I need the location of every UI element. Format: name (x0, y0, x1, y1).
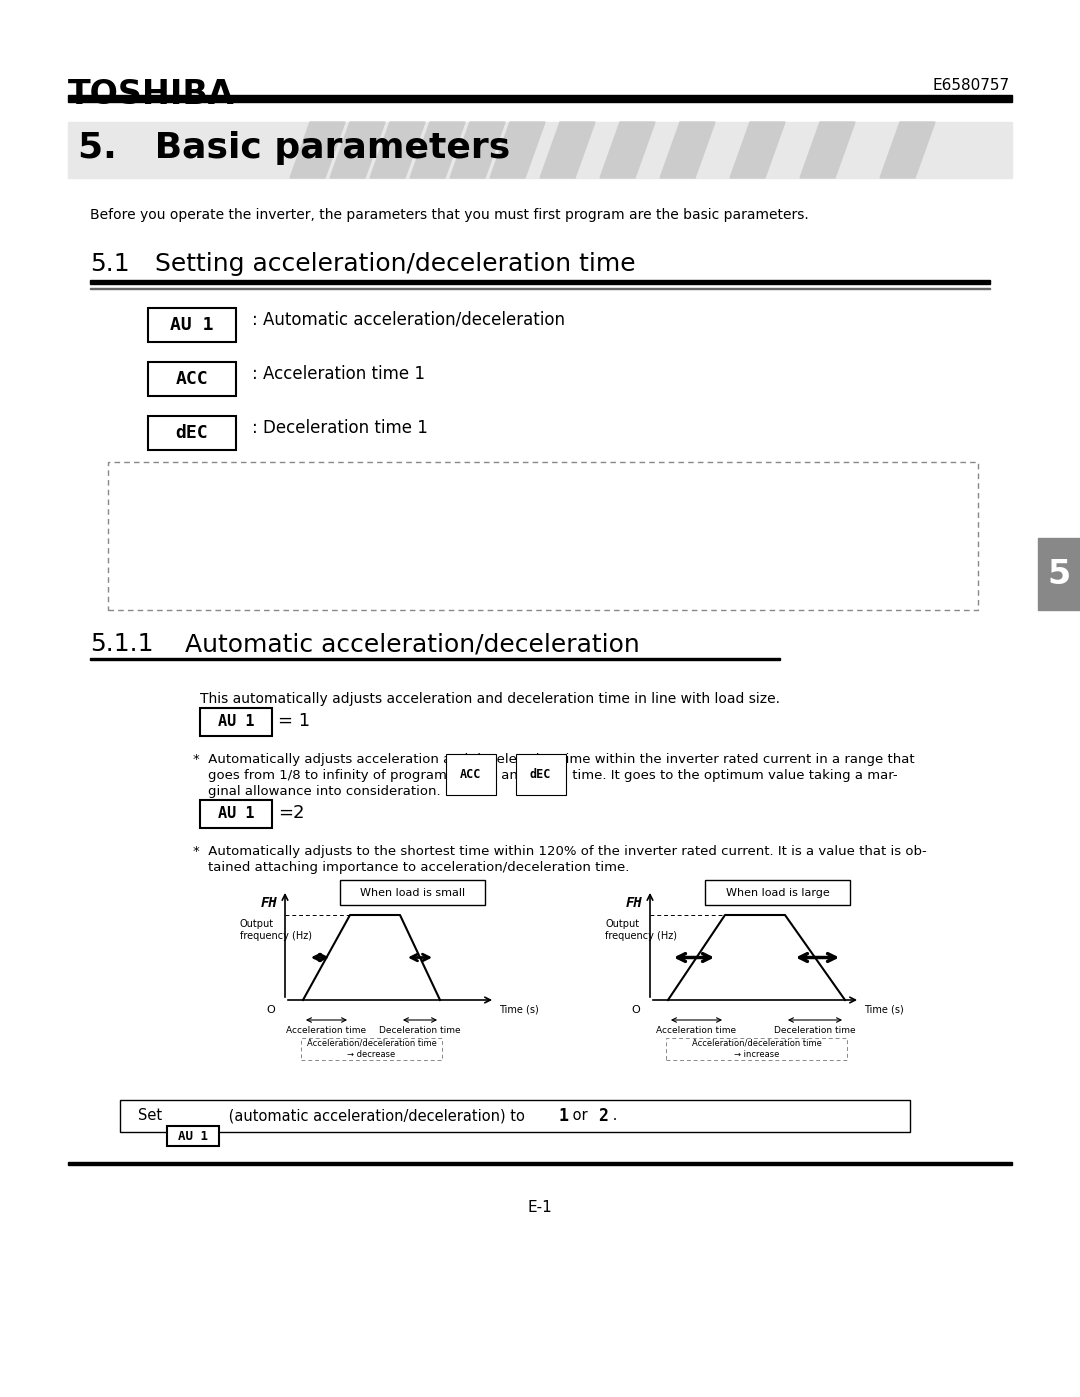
Bar (666, 1038, 847, 1060)
Text: Output
frequency (Hz): Output frequency (Hz) (240, 919, 312, 940)
Text: Setting acceleration/deceleration time: Setting acceleration/deceleration time (156, 251, 636, 277)
Text: Time (s): Time (s) (864, 1004, 904, 1016)
Text: This automatically adjusts acceleration and deceleration time in line with load : This automatically adjusts acceleration … (200, 692, 780, 705)
Text: 5.   Basic parameters: 5. Basic parameters (78, 131, 510, 165)
Text: dEC: dEC (176, 425, 208, 441)
Text: Acceleration time: Acceleration time (286, 1025, 366, 1035)
Polygon shape (410, 122, 465, 177)
Text: goes from 1/8 to infinity of programmed: goes from 1/8 to infinity of programmed (208, 768, 481, 782)
Bar (90, 658, 780, 659)
Bar (301, 1038, 442, 1060)
Text: O: O (631, 1004, 640, 1016)
Text: 0Hz to maximum frequency: 0Hz to maximum frequency (148, 514, 372, 527)
Text: TOSHIBA: TOSHIBA (68, 78, 234, 110)
Polygon shape (660, 122, 715, 177)
Text: dEC: dEC (352, 532, 374, 545)
Bar (90, 279, 990, 284)
Text: Acceleration time: Acceleration time (657, 1025, 737, 1035)
Text: ACC: ACC (460, 768, 482, 781)
Text: 2: 2 (598, 1106, 608, 1125)
Text: Before you operate the inverter, the parameters that you must first program are : Before you operate the inverter, the par… (90, 208, 809, 222)
Text: or: or (568, 1108, 588, 1123)
Polygon shape (540, 122, 595, 177)
Text: FH: FH (260, 895, 276, 909)
Text: (automatic acceleration/deceleration) to: (automatic acceleration/deceleration) to (224, 1108, 525, 1123)
Text: E6580757: E6580757 (933, 78, 1010, 94)
Text: program the time that it takes for the inverter output frequency to go from: program the time that it takes for the i… (393, 497, 899, 510)
Polygon shape (800, 122, 855, 177)
Bar (148, 416, 237, 450)
Text: Acceleration/deceleration time
→ increase: Acceleration/deceleration time → increas… (691, 1039, 822, 1059)
Text: : Automatic acceleration/deceleration: : Automatic acceleration/deceleration (252, 312, 565, 330)
Text: Deceleration time: Deceleration time (774, 1025, 855, 1035)
Polygon shape (291, 122, 345, 177)
Bar (108, 462, 978, 610)
Bar (148, 307, 237, 342)
Bar (120, 1099, 910, 1132)
Text: ACC: ACC (355, 496, 376, 509)
Text: *  Automatically adjusts acceleration and deceleration time within the inverter : * Automatically adjusts acceleration and… (193, 753, 915, 766)
Text: .: . (417, 514, 421, 527)
Text: Output
frequency (Hz): Output frequency (Hz) (605, 919, 677, 940)
Text: 1)  For acceleration time: 1) For acceleration time (148, 497, 316, 510)
Text: AU 1: AU 1 (171, 316, 214, 334)
Text: program the time that it takes for the inverter output frequency to go from: program the time that it takes for the i… (393, 534, 899, 546)
Polygon shape (490, 122, 545, 177)
Text: = 1: = 1 (278, 712, 310, 731)
Bar (705, 880, 850, 905)
Text: time. It goes to the optimum value taking a mar-: time. It goes to the optimum value takin… (568, 768, 897, 782)
Text: =2: =2 (278, 805, 305, 821)
Text: ginal allowance into consideration.: ginal allowance into consideration. (208, 785, 441, 798)
Polygon shape (600, 122, 654, 177)
Text: 5.1.1: 5.1.1 (90, 631, 153, 657)
Bar (68, 122, 1012, 177)
Text: : Acceleration time 1: : Acceleration time 1 (252, 365, 426, 383)
Text: O: O (267, 1004, 275, 1016)
Text: FH: FH (625, 895, 642, 909)
Text: AU 1: AU 1 (178, 1130, 208, 1143)
Polygon shape (450, 122, 505, 177)
Text: ACC: ACC (176, 370, 208, 388)
Bar (90, 288, 990, 289)
Text: When load is large: When load is large (726, 887, 829, 897)
Bar (1038, 538, 1080, 610)
Text: and: and (497, 768, 530, 782)
Text: E-1: E-1 (528, 1200, 552, 1215)
Text: 2)  For deceleration time: 2) For deceleration time (148, 534, 318, 546)
Text: *  Automatically adjusts to the shortest time within 120% of the inverter rated : * Automatically adjusts to the shortest … (193, 845, 927, 858)
Bar (148, 362, 237, 395)
Text: to 0Hz.: to 0Hz. (365, 550, 411, 563)
Text: AU 1: AU 1 (218, 714, 254, 729)
Text: Time (s): Time (s) (499, 1004, 539, 1016)
Bar (68, 95, 1012, 102)
Polygon shape (880, 122, 935, 177)
Text: FH: FH (396, 513, 411, 527)
Text: 1: 1 (558, 1106, 568, 1125)
Text: 5.1: 5.1 (90, 251, 130, 277)
Text: AU 1: AU 1 (218, 806, 254, 821)
Text: tained attaching importance to acceleration/deceleration time.: tained attaching importance to accelerat… (208, 861, 630, 875)
Text: FH: FH (345, 549, 359, 562)
Text: .: . (608, 1108, 618, 1123)
Text: dEC: dEC (530, 768, 552, 781)
Text: Set: Set (138, 1108, 162, 1123)
Bar (200, 800, 272, 828)
Bar (340, 880, 485, 905)
Bar (167, 1126, 219, 1146)
Polygon shape (370, 122, 426, 177)
Text: Automatic acceleration/deceleration: Automatic acceleration/deceleration (185, 631, 639, 657)
Text: Deceleration time: Deceleration time (379, 1025, 461, 1035)
Bar (200, 708, 272, 736)
Polygon shape (330, 122, 384, 177)
Polygon shape (730, 122, 785, 177)
Bar (68, 1162, 1012, 1165)
Text: maximum frequency: maximum frequency (148, 550, 325, 563)
Text: : Deceleration time 1: : Deceleration time 1 (252, 419, 428, 437)
Text: When load is small: When load is small (360, 887, 465, 897)
Text: 5: 5 (1048, 557, 1070, 591)
Text: Acceleration/deceleration time
→ decrease: Acceleration/deceleration time → decreas… (307, 1039, 436, 1059)
Text: • Function: • Function (129, 478, 210, 492)
